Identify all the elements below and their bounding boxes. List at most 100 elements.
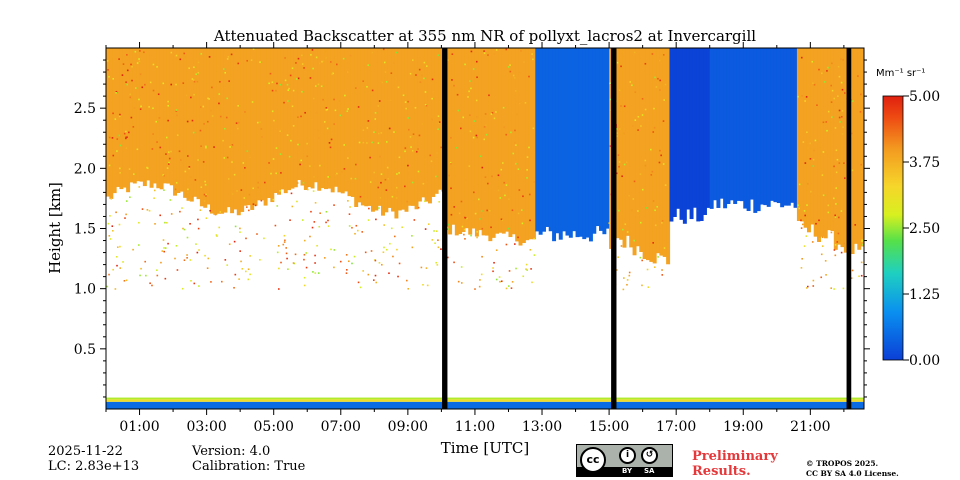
backscatter-speckle (662, 163, 665, 165)
signal-column (183, 48, 188, 198)
backscatter-speckle (407, 100, 409, 103)
signal-column (377, 48, 382, 206)
backscatter-speckle (317, 272, 320, 274)
signal-column (122, 48, 127, 188)
backscatter-speckle (397, 86, 400, 89)
backscatter-speckle (200, 145, 202, 147)
backscatter-speckle (245, 237, 247, 240)
backscatter-speckle (193, 66, 195, 69)
backscatter-speckle (842, 126, 844, 128)
backscatter-speckle (624, 199, 626, 201)
signal-column (337, 48, 342, 193)
signal-column (327, 48, 332, 189)
backscatter-speckle (800, 219, 802, 222)
backscatter-speckle (826, 129, 828, 132)
backscatter-speckle (639, 221, 642, 224)
signal-column (850, 48, 855, 254)
backscatter-speckle (231, 193, 234, 195)
backscatter-speckle (404, 147, 407, 149)
backscatter-speckle (269, 72, 272, 75)
backscatter-speckle (468, 90, 470, 93)
backscatter-speckle (631, 125, 634, 127)
backscatter-speckle (240, 189, 243, 191)
signal-column (129, 48, 134, 183)
backscatter-speckle (157, 93, 160, 96)
backscatter-speckle (151, 284, 153, 287)
backscatter-speckle (852, 100, 854, 102)
backscatter-speckle (139, 50, 141, 52)
backscatter-speckle (806, 285, 809, 288)
backscatter-speckle (278, 267, 280, 270)
backscatter-speckle (507, 66, 510, 68)
signal-column (773, 48, 778, 203)
signal-column (411, 48, 416, 206)
signal-column (578, 48, 583, 237)
backscatter-speckle (629, 81, 632, 83)
backscatter-speckle (827, 66, 829, 69)
backscatter-speckle (208, 56, 211, 58)
backscatter-speckle (651, 53, 654, 55)
backscatter-speckle (162, 239, 165, 241)
backscatter-speckle (378, 207, 380, 209)
backscatter-speckle (293, 262, 296, 265)
backscatter-speckle (336, 172, 338, 175)
signal-column (216, 48, 221, 214)
backscatter-speckle (367, 219, 370, 221)
backscatter-speckle (850, 277, 853, 279)
backscatter-speckle (338, 100, 341, 102)
backscatter-speckle (163, 250, 166, 253)
backscatter-speckle (423, 61, 426, 64)
colorbar-tick-label: 2.50 (909, 221, 940, 237)
backscatter-speckle (361, 231, 364, 233)
backscatter-speckle (112, 154, 115, 157)
backscatter-speckle (837, 232, 840, 235)
near-surface-band (106, 401, 864, 409)
backscatter-speckle (235, 122, 238, 124)
backscatter-speckle (175, 244, 178, 247)
backscatter-speckle (346, 269, 348, 271)
backscatter-speckle (451, 53, 454, 55)
backscatter-speckle (860, 93, 862, 96)
backscatter-speckle (424, 228, 427, 230)
backscatter-speckle (433, 230, 435, 232)
backscatter-speckle (205, 146, 207, 149)
backscatter-speckle (175, 182, 178, 184)
backscatter-speckle (513, 77, 516, 79)
backscatter-speckle (128, 131, 130, 134)
backscatter-speckle (401, 226, 403, 229)
signal-column (706, 48, 711, 208)
backscatter-speckle (297, 116, 299, 119)
backscatter-speckle (138, 58, 140, 60)
backscatter-speckle (207, 97, 209, 100)
signal-column (672, 48, 677, 217)
footer-calibration: Calibration: True (192, 459, 306, 474)
backscatter-speckle (486, 209, 488, 212)
backscatter-speckle (334, 109, 337, 112)
signal-column (330, 48, 335, 193)
backscatter-speckle (292, 89, 295, 92)
backscatter-speckle (167, 100, 169, 103)
signal-column (531, 48, 536, 240)
backscatter-speckle (191, 78, 194, 80)
backscatter-speckle (371, 141, 373, 144)
backscatter-speckle (378, 100, 381, 102)
backscatter-speckle (231, 144, 233, 147)
backscatter-speckle (410, 146, 412, 148)
signal-column (357, 48, 362, 203)
backscatter-speckle (644, 62, 647, 65)
backscatter-speckle (366, 142, 368, 144)
backscatter-speckle (484, 176, 487, 178)
backscatter-speckle (435, 261, 437, 264)
backscatter-speckle (630, 209, 633, 212)
backscatter-speckle (326, 108, 329, 111)
backscatter-speckle (194, 179, 197, 181)
y-tick-label: 1.0 (74, 282, 96, 298)
signal-column (515, 48, 520, 242)
backscatter-speckle (495, 111, 497, 113)
backscatter-speckle (806, 204, 808, 206)
backscatter-speckle (368, 207, 370, 210)
signal-column (166, 48, 171, 184)
backscatter-speckle (362, 270, 364, 272)
backscatter-speckle (475, 134, 478, 137)
backscatter-speckle (661, 220, 664, 222)
